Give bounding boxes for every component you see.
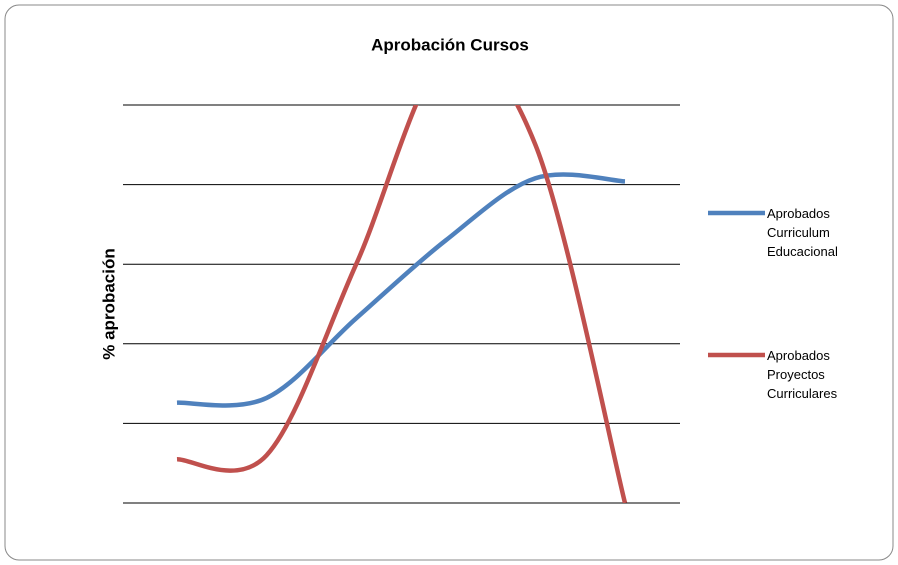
line-series: [176, 105, 628, 503]
chart-frame: [4, 4, 894, 561]
legend-label: Aprobados Proyectos Curriculares: [767, 348, 838, 401]
chart-title: Aprobación Cursos: [371, 35, 529, 54]
y-axis-label: % aprobación: [99, 248, 118, 359]
legend-label: Aprobados Curriculum Educacional: [767, 206, 838, 259]
line-series: [176, 172, 626, 408]
